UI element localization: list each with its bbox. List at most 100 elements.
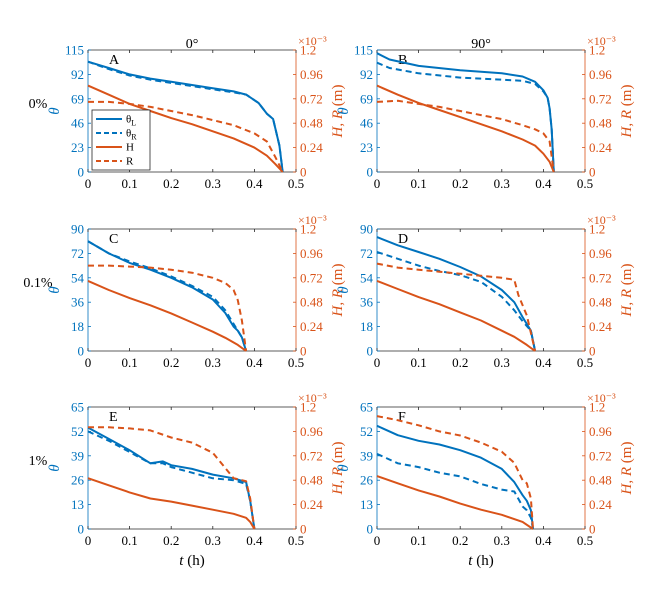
right-label-unit: (m) (619, 264, 635, 289)
left-tick-label: 39 (71, 448, 84, 463)
right-tick-label: 0.72 (589, 448, 612, 463)
series-line-θl-panel-b (376, 52, 555, 173)
x-tick-label: 0 (374, 176, 381, 191)
left-tick-label: 0 (78, 344, 85, 359)
x-tick-label: 0.5 (577, 533, 593, 548)
right-tick-label: 1.2 (589, 222, 605, 237)
x-tick-label: 0.1 (410, 355, 426, 370)
x-axis-label: t (h) (179, 553, 204, 569)
right-tick-label: 0 (589, 522, 596, 537)
x-tick-label: 0 (374, 355, 381, 370)
right-tick-label: 0.96 (589, 424, 612, 439)
x-tick-label: 0.4 (535, 533, 552, 548)
left-tick-label: 46 (71, 116, 85, 131)
x-tick-label: 0.5 (288, 176, 304, 191)
right-tick-label: 0.72 (589, 91, 612, 106)
left-tick-label: 69 (360, 91, 373, 106)
legend-label: θL (126, 114, 136, 128)
right-tick-label: 0 (300, 344, 307, 359)
left-tick-label: 52 (71, 424, 84, 439)
left-tick-label: 26 (360, 473, 374, 488)
right-label-unit: (m) (330, 442, 346, 467)
right-label-var: H, R (619, 110, 635, 139)
right-tick-label: 0 (300, 522, 307, 537)
x-tick-label: 0.2 (163, 533, 179, 548)
label-sub: L (131, 119, 136, 128)
series-line-θr-panel-c (87, 240, 248, 352)
left-tick-label: 90 (360, 222, 373, 237)
panel-A: 0 0.1 0.2 0.3 0.4 0.502346699211500.240.480.7… (47, 34, 346, 191)
legend-label: H (126, 142, 134, 154)
left-tick-label: 54 (71, 270, 85, 285)
left-tick-label: 13 (360, 497, 373, 512)
left-tick-label: 0 (78, 165, 85, 180)
panel-letter: F (398, 410, 406, 425)
panel-letter: E (109, 410, 118, 425)
left-tick-label: 0 (367, 344, 374, 359)
panel-D: 0 0.1 0.2 0.3 0.4 0.50183654729000.240.480.72… (336, 213, 635, 370)
left-tick-label: 46 (360, 116, 374, 131)
series-line-r-panel-c (88, 264, 248, 352)
x-tick-label: 0.5 (288, 355, 304, 370)
x-tick-label: 0.1 (121, 355, 137, 370)
left-axis-label: θ (336, 464, 352, 472)
x-tick-label: 0.5 (577, 176, 593, 191)
left-tick-label: 69 (71, 91, 84, 106)
series-line-h-panel-f (376, 475, 534, 530)
left-tick-label: 36 (360, 295, 374, 310)
right-tick-label: 1.2 (589, 43, 605, 58)
left-tick-label: 18 (71, 319, 84, 334)
x-tick-label: 0.4 (535, 176, 552, 191)
right-tick-label: 0.24 (589, 497, 612, 512)
left-tick-label: 52 (360, 424, 373, 439)
left-tick-label: 39 (360, 448, 373, 463)
left-tick-label: 13 (71, 497, 84, 512)
right-axis-label: H, R (m) (330, 264, 346, 318)
x-tick-label: 0.3 (494, 176, 510, 191)
left-tick-label: 26 (71, 473, 85, 488)
x-tick-label: 0.2 (452, 533, 468, 548)
right-axis-label: H, R (m) (619, 85, 635, 139)
x-tick-label: 0.5 (288, 533, 304, 548)
x-tick-label: 0.1 (121, 533, 137, 548)
right-label-unit: (m) (330, 264, 346, 289)
series-line-r-panel-d (376, 262, 537, 352)
right-label-unit: (m) (619, 85, 635, 110)
left-axis-label: θ (47, 286, 63, 294)
right-label-unit: (m) (619, 442, 635, 467)
exponent-label: ×10⁻³ (298, 391, 327, 405)
right-axis-label: H, R (m) (619, 264, 635, 318)
row-label: 1% (29, 454, 48, 469)
left-tick-label: 0 (367, 165, 374, 180)
x-tick-label: 0 (85, 176, 92, 191)
x-label-unit: (h) (472, 553, 493, 569)
left-tick-label: 72 (71, 246, 84, 261)
right-tick-label: 1.2 (300, 222, 316, 237)
x-tick-label: 0 (374, 533, 381, 548)
series-line-h-panel-b (376, 84, 555, 173)
x-tick-label: 0.2 (452, 176, 468, 191)
x-tick-label: 0.2 (163, 176, 179, 191)
series-line-θl-panel-f (376, 424, 534, 530)
panel-letter: A (109, 53, 120, 68)
right-tick-label: 0.24 (300, 497, 323, 512)
x-tick-label: 0.1 (121, 176, 137, 191)
row-label: 0% (29, 97, 48, 112)
right-label-unit: (m) (330, 85, 346, 110)
panel-letter: B (398, 53, 407, 68)
right-tick-label: 0.48 (589, 116, 612, 131)
right-axis-label: H, R (m) (330, 85, 346, 139)
series-line-h-panel-d (376, 279, 536, 352)
left-tick-label: 92 (360, 67, 373, 82)
right-tick-label: 0 (589, 165, 596, 180)
series-line-θr-panel-d (376, 251, 537, 352)
left-tick-label: 65 (360, 400, 373, 415)
right-tick-label: 0.72 (300, 448, 323, 463)
left-tick-label: 115 (65, 43, 84, 58)
x-label-var: t (468, 553, 473, 569)
right-tick-label: 0.48 (300, 473, 323, 488)
x-tick-label: 0.3 (494, 355, 510, 370)
right-tick-label: 0.96 (589, 67, 612, 82)
series-line-r-panel-a (88, 100, 284, 173)
x-tick-label: 0.4 (535, 355, 552, 370)
